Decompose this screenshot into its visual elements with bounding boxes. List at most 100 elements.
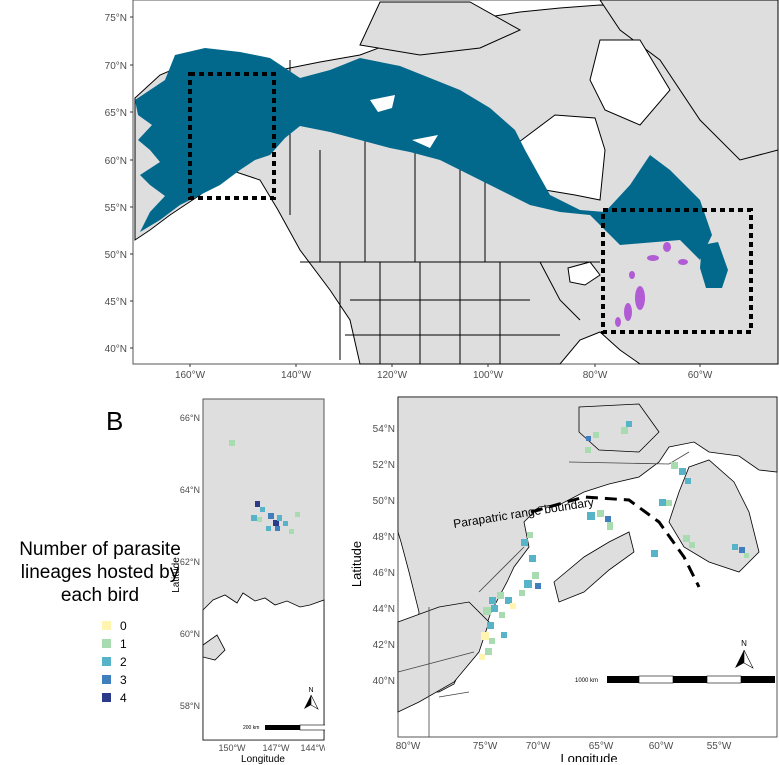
sample-point — [535, 583, 541, 589]
sample-point — [651, 550, 658, 557]
panel-a-map: 75°N 70°N 65°N 60°N 55°N 50°N 45°N 40°N … — [105, 0, 779, 381]
alaska-north-arrow: N — [304, 687, 319, 710]
lon-tick-label: 60°W — [688, 370, 713, 381]
legend-swatch — [102, 639, 111, 648]
lat-tick-label: 48°N — [373, 532, 395, 543]
northeast-north-arrow: N — [735, 639, 754, 669]
northeast-ylabel: Latitude — [349, 541, 364, 587]
lon-tick-label: 55°W — [707, 741, 732, 752]
sample-point — [289, 529, 294, 534]
panel-b-label: B — [106, 406, 124, 436]
sample-point — [501, 632, 507, 638]
sample-point — [529, 555, 536, 562]
lon-tick-label: 147°W — [262, 743, 290, 753]
lon-tick-label: 75°W — [473, 741, 498, 752]
sample-point — [621, 427, 628, 434]
lat-tick-label: 60°N — [105, 156, 127, 167]
study-area-box-northeast — [601, 208, 753, 334]
sample-point — [679, 468, 686, 475]
sample-point — [491, 605, 498, 612]
sample-point — [659, 499, 666, 506]
northeast-xlabel: Longitude — [560, 751, 617, 762]
greenland-landmass — [599, 0, 779, 161]
legend-label: 1 — [120, 637, 127, 651]
north-arrow-label: N — [741, 639, 747, 648]
sample-point — [666, 500, 672, 506]
species-range-blue — [135, 48, 712, 260]
sample-point — [685, 478, 691, 484]
sample-point — [251, 515, 257, 521]
sample-point — [527, 532, 533, 538]
lon-tick-label: 65°W — [589, 741, 614, 752]
sample-point — [229, 440, 235, 446]
lat-tick-label: 66°N — [180, 413, 200, 423]
kodiak-coast — [202, 634, 226, 661]
species-range-purple — [615, 242, 688, 327]
sample-point — [597, 510, 604, 517]
sample-point — [521, 539, 528, 546]
sample-point — [519, 590, 525, 596]
scale-label: 1000 km — [575, 678, 598, 684]
northeast-lat-axis: 54°N 52°N 50°N 48°N 46°N 44°N 42°N 40°N — [373, 424, 395, 687]
panel-a-lon-axis: 160°W 140°W 120°W 100°W 80°W 60°W — [175, 364, 713, 381]
sample-point — [266, 526, 271, 531]
legend-title-line: each bird — [60, 585, 140, 606]
sample-point — [683, 535, 690, 542]
lat-tick-label: 44°N — [373, 604, 395, 615]
labrador-upper — [578, 403, 660, 453]
lat-tick-label: 42°N — [373, 640, 395, 651]
legend-swatch — [102, 675, 111, 684]
sample-point — [483, 607, 491, 615]
study-area-box-alaska — [188, 72, 276, 200]
northeast-sample-points — [479, 421, 749, 660]
sample-point — [626, 421, 632, 427]
legend-title-line: Number of parasite — [19, 539, 181, 560]
baffin-water — [589, 39, 671, 126]
lat-tick-label: 62°N — [180, 557, 200, 567]
scale-label: 200 km — [243, 725, 259, 731]
sample-point — [481, 632, 489, 640]
sample-point — [605, 516, 611, 522]
panel-b-alaska-map: N 200 km 66°N 64°N 62°N 60°N 58°N 150°W … — [171, 398, 325, 765]
lat-tick-label: 52°N — [373, 460, 395, 471]
sample-point — [257, 517, 262, 522]
sample-point — [489, 638, 495, 644]
sample-point — [739, 547, 745, 553]
us-northeast-land — [397, 601, 490, 713]
sample-point — [510, 603, 516, 609]
great-lakes — [567, 261, 601, 286]
northeast-lon-axis: 80°W 75°W 70°W 65°W 60°W 55°W — [396, 741, 732, 752]
lat-tick-label: 40°N — [105, 344, 127, 355]
sample-point — [607, 522, 613, 530]
sample-point — [273, 520, 279, 526]
legend-title-line: lineages hosted by — [20, 562, 180, 583]
arctic-islands — [359, 1, 522, 56]
lon-tick-label: 80°W — [396, 741, 421, 752]
lon-tick-label: 120°W — [377, 370, 408, 381]
nova-scotia — [553, 531, 635, 603]
sample-point — [489, 597, 496, 604]
sample-point — [671, 462, 678, 469]
lat-tick-label: 64°N — [180, 485, 200, 495]
lat-tick-label: 45°N — [105, 297, 127, 308]
legend-swatch — [102, 621, 111, 630]
alaska-xlabel: Longitude — [241, 754, 285, 765]
lat-tick-label: 50°N — [105, 250, 127, 261]
lat-tick-label: 40°N — [373, 676, 395, 687]
sample-point — [585, 447, 591, 453]
sample-point — [524, 580, 532, 588]
lat-tick-label: 70°N — [105, 61, 127, 72]
lat-tick-label: 65°N — [105, 108, 127, 119]
lat-tick-label: 55°N — [105, 203, 127, 214]
sample-point — [505, 597, 512, 604]
alaska-ylabel: Latitude — [171, 557, 182, 593]
legend-label: 0 — [120, 619, 127, 633]
sample-point — [260, 507, 265, 512]
newfoundland-range — [700, 242, 728, 288]
lon-tick-label: 70°W — [526, 741, 551, 752]
sample-point — [744, 553, 749, 558]
lon-tick-label: 60°W — [649, 741, 674, 752]
sample-point — [485, 648, 492, 655]
sample-point — [255, 501, 260, 507]
legend-label: 3 — [120, 673, 127, 687]
